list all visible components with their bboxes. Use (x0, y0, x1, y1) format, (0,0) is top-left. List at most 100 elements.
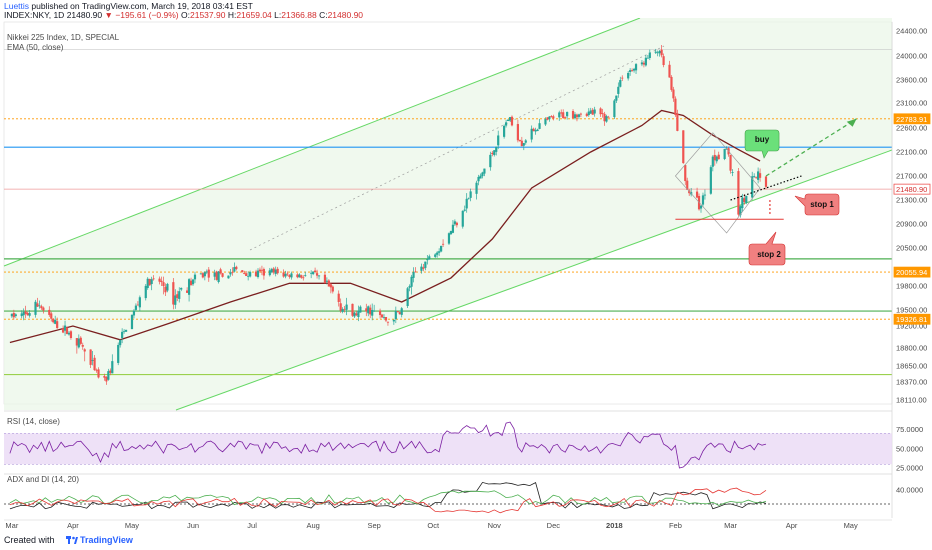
price-tag-text: 20055.94 (896, 268, 927, 277)
candle-body (95, 369, 98, 371)
candle-body (386, 321, 390, 323)
channel-lower-line (175, 149, 893, 411)
candle-body (441, 243, 445, 245)
price-tick-label: 20500.00 (896, 244, 927, 253)
candle-body (286, 273, 289, 275)
candle-body (81, 345, 84, 347)
candle-body (205, 271, 208, 273)
price-tick-label: 18800.00 (896, 344, 927, 353)
candle-body (615, 95, 618, 101)
candles (10, 45, 768, 385)
candle-body (587, 111, 590, 116)
candle-body (440, 245, 443, 252)
high-label: H: (227, 10, 237, 20)
candle-body (503, 125, 506, 137)
time-tick-label: Sep (367, 521, 380, 530)
tradingview-brand[interactable]: TradingView (80, 535, 133, 545)
candle-body (260, 269, 264, 271)
price-change: −195.61 (−0.9%) (115, 10, 179, 20)
candle-body (36, 303, 39, 307)
candle-body (745, 195, 748, 203)
candle-body (48, 309, 51, 315)
candle-body (571, 111, 575, 119)
candle-body (634, 64, 638, 71)
candle-body (644, 57, 647, 66)
candle-body (152, 278, 155, 280)
time-tick-label: Nov (488, 521, 502, 530)
candle-body (136, 304, 139, 306)
candle-body (550, 116, 553, 118)
time-axis[interactable]: Mar Apr May Jun Jul Aug Sep Oct Nov Dec 2018 Feb Mar… (4, 519, 892, 530)
candle-body (648, 52, 651, 58)
candle-body (274, 269, 277, 274)
candle-body (109, 370, 112, 373)
candle-body (40, 306, 43, 309)
candle-body (256, 270, 260, 278)
candle-body (717, 154, 720, 160)
candle-body (447, 233, 451, 244)
time-tick-label: Jun (187, 521, 199, 530)
candle-body (434, 254, 437, 257)
candle-body (392, 319, 395, 322)
candle-body (428, 256, 431, 260)
candle-body (28, 313, 31, 316)
candle-body (75, 338, 78, 346)
price-tick-label: 22100.00 (896, 148, 927, 157)
candle-body (130, 314, 134, 330)
rsi-tick-label: 25.0000 (896, 464, 923, 473)
candle-body (339, 303, 342, 311)
candle-body (245, 273, 248, 276)
candle-body (219, 269, 222, 274)
candle-body (329, 284, 332, 288)
candle-body (741, 197, 744, 209)
price-tick-label: 19500.00 (896, 306, 927, 315)
candle-body (327, 280, 330, 287)
author-link[interactable]: Luettis (4, 1, 30, 11)
price-tag-text: 19326.81 (896, 315, 927, 324)
time-tick-label: 2018 (606, 521, 623, 530)
rsi-title: RSI (14, close) (7, 417, 60, 426)
candle-body (258, 269, 262, 272)
candle-body (506, 119, 510, 121)
candle-body (629, 70, 632, 72)
candle-body (162, 282, 165, 287)
created-with-label: Created with (4, 535, 55, 545)
candle-body (215, 271, 218, 280)
candle-body (658, 50, 661, 54)
time-tick-label: Mar (5, 521, 18, 530)
price-tick-label: 18650.00 (896, 362, 927, 371)
price-tag-box (893, 266, 931, 278)
price-tag-box (893, 313, 931, 325)
chart-canvas[interactable]: buy stop 1 stop 2 24400.00 24000.00 23600.00… (0, 18, 932, 530)
candle-body (603, 113, 606, 122)
candle-body (743, 198, 746, 203)
candle-body (67, 332, 71, 335)
candle-body (684, 165, 687, 182)
candle-body (351, 303, 354, 316)
candle-body (562, 112, 565, 119)
candle-body (178, 291, 181, 299)
candle-body (601, 113, 604, 114)
candle-body (193, 274, 197, 280)
candle-body (355, 313, 358, 316)
candle-body (546, 117, 549, 120)
price-axis[interactable]: 24400.00 24000.00 23600.00 23100.00 22600.00… (891, 22, 931, 518)
candle-body (518, 139, 521, 141)
candle-body (660, 49, 663, 56)
candle-body (146, 278, 149, 288)
candle-body (174, 295, 177, 305)
candle-body (288, 275, 291, 277)
candle-body (201, 273, 204, 278)
candle-body (522, 143, 525, 146)
candle-body (394, 310, 397, 320)
candle-body (406, 288, 409, 307)
candle-body (243, 273, 246, 274)
candle-body (357, 310, 360, 318)
candle-body (573, 114, 577, 119)
candle-body (134, 305, 138, 310)
candle-body (589, 110, 592, 114)
candle-body (469, 191, 472, 198)
adx-pane: 40.0000 (4, 473, 923, 514)
candle-body (91, 360, 94, 361)
time-tick-label: Jul (247, 521, 257, 530)
